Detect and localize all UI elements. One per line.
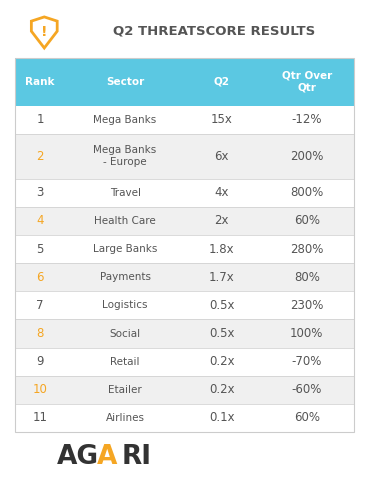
Text: 80%: 80% xyxy=(294,271,320,284)
Text: 15x: 15x xyxy=(211,113,233,126)
Text: -60%: -60% xyxy=(292,384,322,396)
FancyBboxPatch shape xyxy=(15,179,354,207)
Text: Health Care: Health Care xyxy=(94,216,156,226)
Text: 5: 5 xyxy=(37,242,44,256)
Text: 0.2x: 0.2x xyxy=(209,384,235,396)
FancyBboxPatch shape xyxy=(15,263,354,291)
Text: 800%: 800% xyxy=(290,186,323,199)
Text: 200%: 200% xyxy=(290,150,323,163)
Text: Mega Banks: Mega Banks xyxy=(93,115,157,125)
Text: 9: 9 xyxy=(37,355,44,368)
Text: Qtr Over
Qtr: Qtr Over Qtr xyxy=(282,71,332,93)
FancyBboxPatch shape xyxy=(15,404,354,432)
Text: Retail: Retail xyxy=(110,357,140,367)
Text: -70%: -70% xyxy=(292,355,322,368)
Text: 0.2x: 0.2x xyxy=(209,355,235,368)
Text: Etailer: Etailer xyxy=(108,385,142,395)
Text: Q2: Q2 xyxy=(214,77,230,86)
Text: Social: Social xyxy=(110,328,141,338)
FancyBboxPatch shape xyxy=(15,348,354,376)
FancyBboxPatch shape xyxy=(15,291,354,320)
Text: 6x: 6x xyxy=(215,150,229,163)
FancyBboxPatch shape xyxy=(15,376,354,404)
Text: 60%: 60% xyxy=(294,411,320,424)
FancyBboxPatch shape xyxy=(15,207,354,235)
Text: 60%: 60% xyxy=(294,215,320,228)
FancyBboxPatch shape xyxy=(15,58,354,106)
Text: 1.7x: 1.7x xyxy=(209,271,235,284)
Text: 0.5x: 0.5x xyxy=(209,299,235,312)
FancyBboxPatch shape xyxy=(15,235,354,263)
Text: Sector: Sector xyxy=(106,77,144,86)
Text: Large Banks: Large Banks xyxy=(93,244,157,254)
Text: Rank: Rank xyxy=(25,77,55,86)
FancyBboxPatch shape xyxy=(15,320,354,348)
Text: Q2 THREATSCORE RESULTS: Q2 THREATSCORE RESULTS xyxy=(113,24,315,38)
Text: Logistics: Logistics xyxy=(102,300,148,311)
Text: 7: 7 xyxy=(37,299,44,312)
Text: 230%: 230% xyxy=(290,299,323,312)
FancyBboxPatch shape xyxy=(15,106,354,134)
Text: Travel: Travel xyxy=(110,188,141,198)
Text: 6: 6 xyxy=(37,271,44,284)
Text: A: A xyxy=(97,444,117,470)
Text: 11: 11 xyxy=(33,411,48,424)
Text: Mega Banks
- Europe: Mega Banks - Europe xyxy=(93,145,157,167)
Text: 280%: 280% xyxy=(290,242,323,256)
Text: 10: 10 xyxy=(33,384,48,396)
Text: 2x: 2x xyxy=(215,215,229,228)
Text: Payments: Payments xyxy=(100,272,151,282)
Text: 2: 2 xyxy=(37,150,44,163)
Text: 4: 4 xyxy=(37,215,44,228)
Text: -12%: -12% xyxy=(292,113,322,126)
Text: 4x: 4x xyxy=(215,186,229,199)
Text: RI: RI xyxy=(122,444,152,470)
Text: 1.8x: 1.8x xyxy=(209,242,235,256)
Text: 100%: 100% xyxy=(290,327,323,340)
Text: 8: 8 xyxy=(37,327,44,340)
Text: AG: AG xyxy=(57,444,99,470)
Text: 3: 3 xyxy=(37,186,44,199)
Text: !: ! xyxy=(41,25,48,39)
Text: 0.5x: 0.5x xyxy=(209,327,235,340)
Text: 0.1x: 0.1x xyxy=(209,411,235,424)
FancyBboxPatch shape xyxy=(15,134,354,179)
Text: Airlines: Airlines xyxy=(106,413,145,423)
Text: 1: 1 xyxy=(37,113,44,126)
